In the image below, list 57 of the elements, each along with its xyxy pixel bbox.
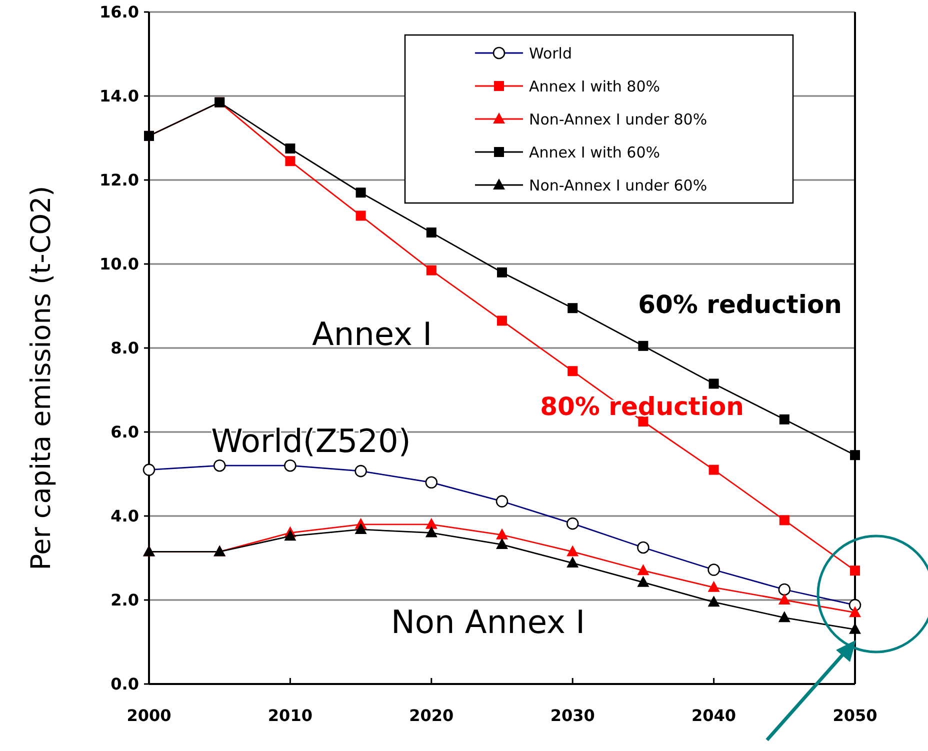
point (568, 366, 578, 376)
point (284, 530, 296, 541)
point (425, 526, 438, 538)
point (568, 303, 578, 314)
point (354, 522, 367, 534)
point (566, 545, 579, 556)
legend-label: Annex I with 80% (529, 77, 660, 96)
y-tick-label: 4.0 (110, 506, 139, 526)
annotation: Annex I (312, 315, 432, 353)
point (426, 265, 436, 276)
point (426, 228, 436, 238)
point (778, 611, 790, 622)
x-tick-label: 2010 (268, 706, 312, 725)
x-tick-label: 2030 (550, 706, 595, 725)
annotation: 60% reduction (638, 290, 842, 319)
point (566, 556, 579, 568)
legend-label: World (529, 44, 572, 62)
y-tick-label: 8.0 (110, 338, 139, 358)
x-tick-label: 2020 (409, 706, 454, 725)
point (497, 316, 507, 326)
point (637, 576, 650, 587)
y-tick-label: 2.0 (110, 590, 139, 610)
y-tick-label: 16.0 (100, 2, 139, 22)
point (708, 464, 719, 475)
legend-label: Non-Annex I under 80% (529, 110, 708, 128)
point (778, 594, 790, 604)
point (496, 538, 508, 550)
point (779, 515, 790, 526)
legend-label: Non-Annex I under 60% (529, 176, 708, 194)
point (779, 414, 790, 424)
x-tick-label: 2050 (832, 706, 878, 725)
y-tick-label: 12.0 (100, 170, 139, 190)
point (356, 188, 366, 198)
point (356, 210, 366, 221)
point (850, 450, 860, 460)
legend-label: Annex I with 60% (529, 143, 660, 162)
annotation: World(Z520) (211, 422, 411, 460)
y-tick-label: 10.0 (100, 254, 139, 274)
point (637, 564, 650, 576)
point (638, 340, 648, 351)
y-tick-label: 6.0 (110, 422, 139, 442)
point (708, 580, 720, 592)
point (849, 606, 861, 618)
x-tick-label: 2040 (692, 706, 736, 725)
y-tick-label: 0.0 (110, 674, 139, 694)
x-tick-label: 2000 (126, 706, 172, 725)
point (285, 156, 296, 166)
point (850, 566, 860, 576)
point (708, 596, 720, 607)
annotation: Non Annex I (390, 603, 586, 641)
y-tick-label: 14.0 (100, 86, 139, 106)
point (708, 378, 719, 389)
point (425, 518, 438, 529)
point (497, 267, 507, 278)
point (285, 144, 296, 154)
y-axis-title: Per capita emissions (t-CO2) (26, 186, 57, 570)
point (496, 528, 508, 540)
